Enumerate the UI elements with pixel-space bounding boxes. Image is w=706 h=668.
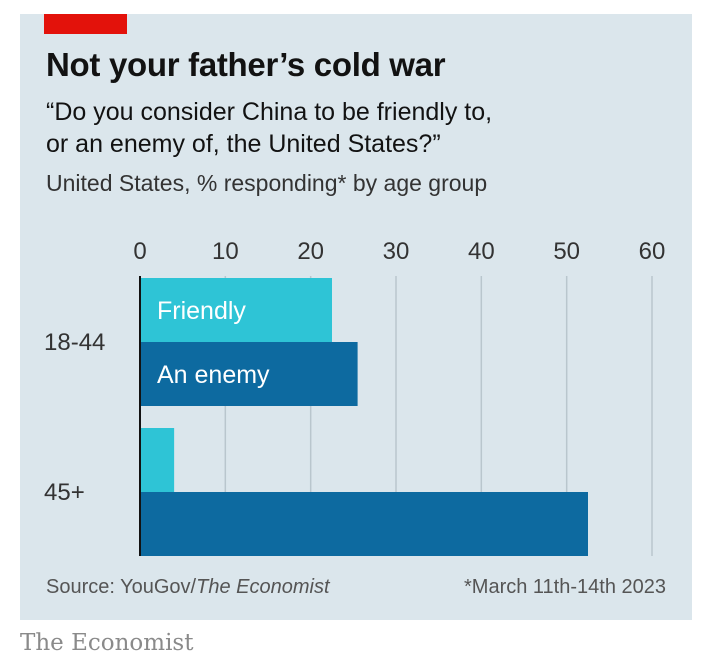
category-label: 18-44 bbox=[44, 329, 105, 356]
red-tag-icon bbox=[44, 14, 127, 34]
bar bbox=[140, 342, 358, 406]
chart-title: Not your father’s cold war bbox=[46, 46, 446, 83]
bar bbox=[140, 278, 332, 342]
category-label: 45+ bbox=[44, 479, 85, 506]
subtitle-line-2: or an enemy of, the United States?” bbox=[46, 130, 441, 158]
source-publication: The Economist bbox=[196, 576, 330, 598]
x-tick-label: 60 bbox=[639, 238, 666, 265]
x-tick-label: 40 bbox=[468, 238, 495, 265]
source-note: Source: YouGov/The Economist bbox=[46, 576, 330, 599]
x-tick-label: 0 bbox=[133, 238, 146, 265]
date-footnote: *March 11th-14th 2023 bbox=[464, 576, 666, 598]
bar-chart: 0 10 20 30 40 50 60 Friendly An enemy 18-44 45+ bbox=[44, 238, 666, 556]
series-label: Friendly bbox=[157, 297, 246, 325]
x-tick-label: 30 bbox=[383, 238, 410, 265]
series-label: An enemy bbox=[157, 361, 270, 389]
x-tick-label: 10 bbox=[212, 238, 239, 265]
bar bbox=[140, 492, 588, 556]
bar bbox=[140, 428, 175, 492]
chart-units: United States, % responding* by age grou… bbox=[46, 170, 488, 196]
source-prefix: Source: YouGov/ bbox=[46, 576, 197, 598]
x-tick-label: 50 bbox=[553, 238, 580, 265]
chart-subtitle: “Do you consider China to be friendly to… bbox=[46, 96, 666, 160]
chart-panel: Not your father’s cold war “Do you consi… bbox=[20, 14, 692, 620]
brand-wordmark: The Economist bbox=[20, 630, 194, 656]
x-tick-label: 20 bbox=[297, 238, 324, 265]
subtitle-line-1: “Do you consider China to be friendly to… bbox=[46, 98, 493, 126]
